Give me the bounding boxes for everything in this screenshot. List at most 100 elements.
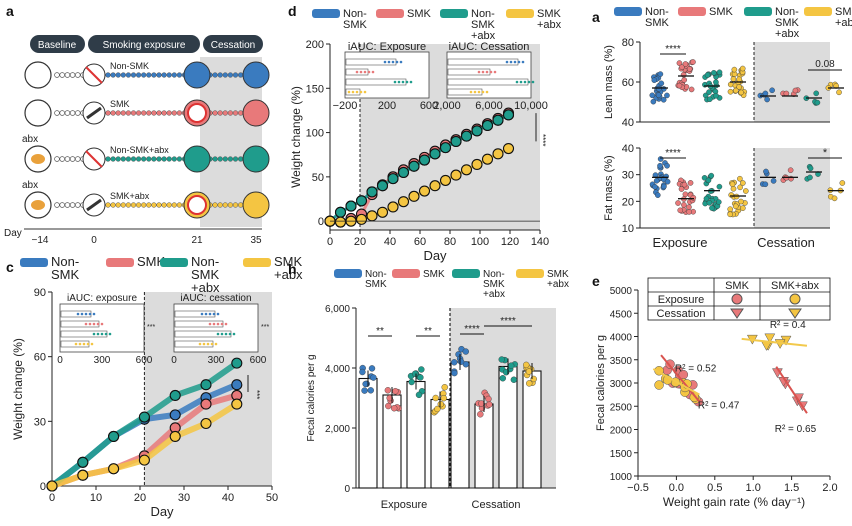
inset-dot: [80, 312, 84, 316]
legend-label: +abx: [775, 28, 800, 40]
timeline-dot: [171, 202, 177, 208]
data-point: [355, 213, 368, 225]
x-tick-label: 60: [414, 236, 426, 248]
timeline-dot: [69, 156, 76, 162]
legend-swatch-nonsmk_abx: [452, 269, 480, 278]
data-point: [654, 380, 664, 390]
inset-dot: [371, 70, 375, 74]
data-point: [477, 411, 484, 418]
y-tick-label: 1000: [610, 472, 633, 483]
legend-label: SMK: [51, 267, 80, 282]
legend-swatch-smk_abx: [243, 258, 271, 267]
timeline-dot: [135, 202, 142, 208]
inset-sig: ***: [147, 324, 155, 331]
inset-tick: −200: [333, 100, 358, 112]
timeline-dot: [54, 110, 60, 116]
inset-dot: [347, 90, 351, 94]
timeline-dot: [141, 156, 147, 162]
inset-dot: [485, 70, 489, 74]
y-tick-label: 50: [312, 172, 324, 184]
timeline-dot: [125, 202, 132, 208]
cigarette-icon: [86, 198, 102, 212]
data-point: [417, 374, 424, 381]
r2-annotation: R² = 0.52: [675, 363, 717, 374]
inset-dot: [519, 80, 523, 84]
data-point: [460, 130, 473, 142]
y-tick-label: 4000: [610, 333, 633, 344]
inset-dot: [216, 312, 220, 316]
data-point: [713, 92, 719, 99]
endpoint-circle: [242, 99, 270, 127]
timeline-dot: [212, 156, 218, 162]
x-tick-label: 100: [471, 236, 489, 248]
legend-label: SMK: [775, 17, 800, 29]
day-tick: −14: [32, 235, 49, 246]
legend-label: +abx: [191, 280, 220, 295]
inset-tick: 300: [208, 355, 225, 366]
data-point: [366, 186, 378, 198]
inset-dot: [387, 60, 391, 64]
timeline-dot: [141, 72, 147, 78]
timeline-dot: [176, 110, 183, 116]
y-tick-label: 90: [34, 287, 46, 299]
timeline-dot: [146, 110, 152, 116]
data-point: [664, 178, 671, 185]
inset-title: iAUC: Cessation: [449, 41, 530, 53]
timeline-dot: [171, 156, 177, 162]
legend-swatch-nonsmk: [614, 7, 642, 16]
timeline-dot: [156, 156, 162, 162]
data-point: [736, 76, 743, 83]
x-tick-label: 0: [49, 492, 55, 504]
inset-dot: [355, 90, 359, 94]
data-point: [392, 388, 399, 395]
timeline-dot: [156, 202, 162, 208]
data-point: [652, 184, 658, 190]
bar: [450, 361, 470, 489]
x-group-label: Cessation: [472, 499, 521, 511]
data-point: [411, 370, 419, 377]
inset-dot: [523, 80, 527, 84]
timeline-dot: [130, 156, 137, 162]
sig-marker: ****: [464, 324, 480, 335]
inset-dot: [509, 60, 513, 64]
data-point: [418, 366, 425, 373]
data-point: [415, 391, 423, 399]
data-point: [681, 181, 688, 188]
y-tick-label: 1500: [610, 449, 633, 460]
data-point: [485, 395, 492, 403]
data-point: [334, 216, 347, 228]
day-tick: 0: [91, 235, 97, 246]
timeline-dot: [64, 72, 71, 78]
inset-dot: [513, 60, 517, 64]
legend-label: SMK: [423, 269, 445, 280]
inset-dot: [405, 80, 409, 84]
data-point: [686, 66, 693, 72]
row-label: SMK: [110, 99, 130, 109]
cessation-shade: [754, 42, 830, 122]
timeline-dot: [161, 72, 167, 78]
cessation-shade: [754, 148, 830, 228]
data-point: [387, 201, 399, 213]
y-axis-label: Weight change (%): [11, 338, 25, 440]
inset-dot: [208, 312, 212, 316]
table-row-label: Cessation: [657, 308, 706, 320]
cigarette-icon: [86, 106, 102, 120]
timeline-dot: [120, 156, 126, 162]
data-point: [654, 192, 661, 198]
data-point: [711, 70, 717, 76]
y-tick-label: 2,000: [325, 424, 350, 435]
data-point: [727, 206, 734, 212]
timeline-dot: [75, 72, 81, 78]
data-point: [386, 394, 393, 402]
inset-dot: [515, 80, 519, 84]
inset-dot: [481, 70, 485, 74]
data-point: [770, 178, 777, 184]
legend-label: +abx: [537, 19, 562, 31]
legend-label: SMK: [835, 6, 852, 18]
timeline-dot: [105, 72, 111, 78]
inset-tick: 0: [171, 355, 177, 366]
inset-dot: [505, 60, 509, 64]
timeline-dot: [115, 156, 121, 162]
